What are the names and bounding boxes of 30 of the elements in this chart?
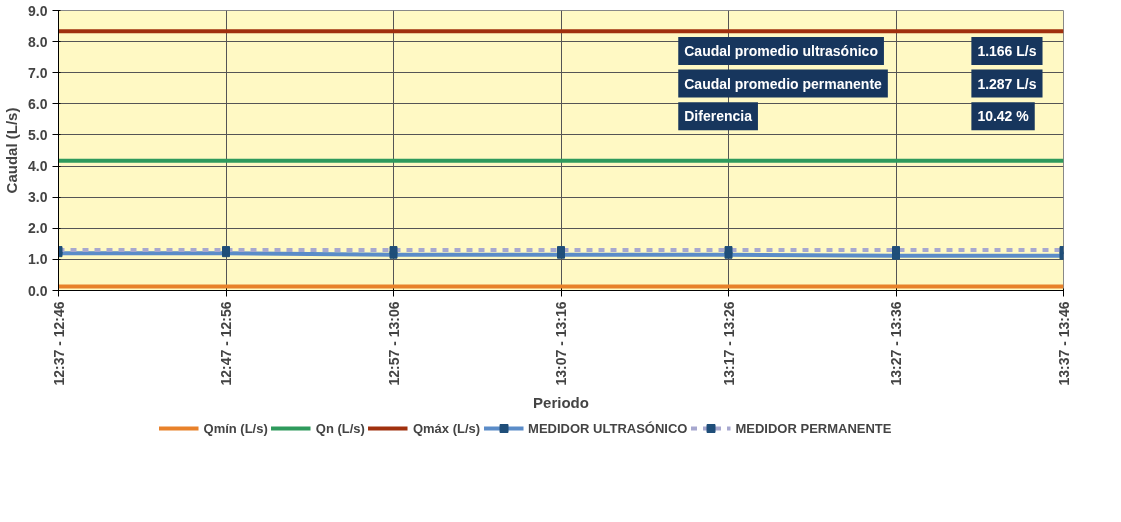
y-tick-label: 5.0	[28, 126, 48, 143]
y-axis-title: Caudal (L/s)	[3, 107, 21, 194]
y-tick-label: 2.0	[28, 220, 48, 237]
legend-label: MEDIDOR PERMANENTE	[735, 420, 892, 436]
x-tick-label: 13:37 - 13:46	[1055, 301, 1072, 386]
y-tick-label: 3.0	[28, 189, 48, 206]
annotation: 1.166 L/s	[977, 42, 1037, 59]
annotation: Caudal promedio ultrasónico	[684, 42, 878, 59]
x-tick-label: 12:37 - 12:46	[50, 301, 67, 386]
x-axis-title: Periodo	[533, 393, 589, 411]
legend-label: Qmáx (L/s)	[412, 420, 481, 436]
y-tick-label: 0.0	[28, 282, 48, 299]
legend-label: Qn (L/s)	[315, 420, 365, 436]
legend-label: MEDIDOR ULTRASÓNICO	[528, 420, 688, 436]
x-tick-label: 12:57 - 13:06	[385, 301, 402, 386]
y-tick-label: 1.0	[28, 251, 48, 268]
annotation: 1.287 L/s	[977, 75, 1037, 92]
y-tick-label: 7.0	[28, 64, 48, 81]
x-tick-label: 13:17 - 13:26	[720, 301, 737, 386]
y-tick-label: 4.0	[28, 158, 48, 175]
annotation: Caudal promedio permanente	[684, 75, 883, 92]
x-tick-label: 12:47 - 12:56	[218, 301, 234, 386]
x-tick-label: 13:27 - 13:36	[888, 301, 904, 386]
x-tick-label: 13:07 - 13:16	[553, 301, 569, 386]
annotation: 10.42 %	[977, 108, 1030, 125]
y-tick-label: 6.0	[28, 95, 48, 112]
legend-label: Qmín (L/s)	[203, 420, 268, 436]
y-tick-label: 9.0	[28, 2, 48, 19]
y-tick-label: 8.0	[28, 33, 48, 50]
annotation: Diferencia	[684, 108, 753, 125]
